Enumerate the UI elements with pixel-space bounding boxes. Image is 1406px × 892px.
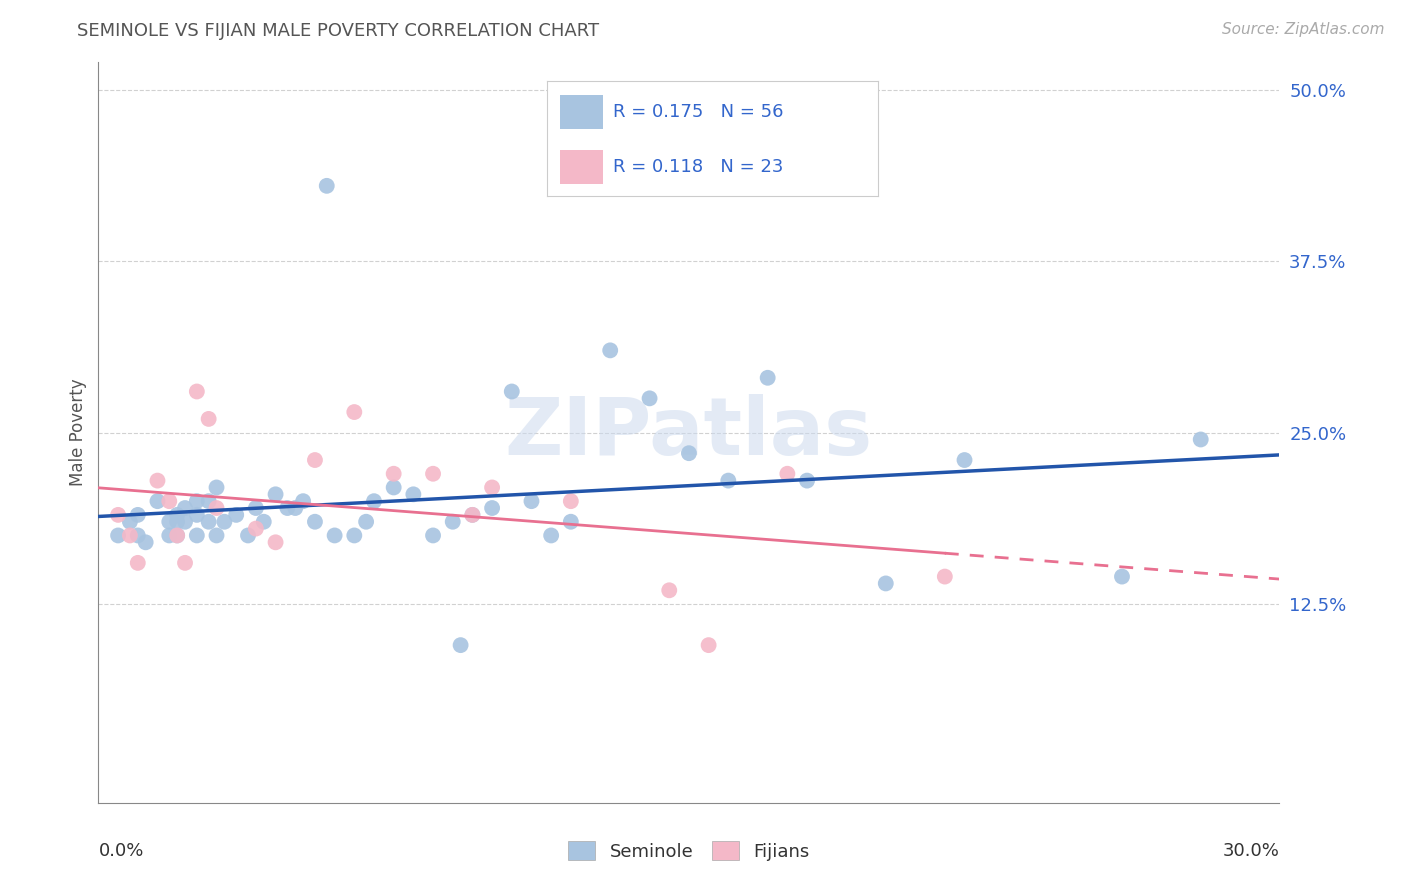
Point <box>127 508 149 522</box>
Point <box>638 392 661 406</box>
Point <box>520 494 543 508</box>
Point <box>934 569 956 583</box>
Point <box>1189 433 1212 447</box>
Point <box>402 487 425 501</box>
Point <box>214 515 236 529</box>
Point <box>197 494 219 508</box>
Point <box>157 494 180 508</box>
Point <box>245 522 267 536</box>
Point <box>186 384 208 399</box>
Point <box>756 371 779 385</box>
Point <box>236 528 259 542</box>
Point <box>157 528 180 542</box>
Point <box>276 501 298 516</box>
Point <box>323 528 346 542</box>
Point <box>186 494 208 508</box>
Point <box>118 515 141 529</box>
Point <box>776 467 799 481</box>
Point <box>292 494 315 508</box>
Text: 0.0%: 0.0% <box>98 842 143 860</box>
Point <box>157 515 180 529</box>
Point <box>875 576 897 591</box>
Point <box>174 501 197 516</box>
Point <box>264 535 287 549</box>
Point <box>304 453 326 467</box>
Point <box>205 528 228 542</box>
Point <box>107 508 129 522</box>
Point <box>135 535 157 549</box>
Point <box>127 528 149 542</box>
Point <box>118 528 141 542</box>
Point <box>363 494 385 508</box>
Point <box>343 405 366 419</box>
Point <box>146 474 169 488</box>
Point <box>599 343 621 358</box>
Text: 30.0%: 30.0% <box>1223 842 1279 860</box>
Point <box>197 412 219 426</box>
Text: SEMINOLE VS FIJIAN MALE POVERTY CORRELATION CHART: SEMINOLE VS FIJIAN MALE POVERTY CORRELAT… <box>77 22 599 40</box>
Text: ZIPatlas: ZIPatlas <box>505 393 873 472</box>
Point <box>481 501 503 516</box>
Text: Source: ZipAtlas.com: Source: ZipAtlas.com <box>1222 22 1385 37</box>
Legend: Seminole, Fijians: Seminole, Fijians <box>561 834 817 868</box>
Point <box>540 528 562 542</box>
Point <box>253 515 276 529</box>
Point <box>560 494 582 508</box>
Point <box>796 474 818 488</box>
Point <box>461 508 484 522</box>
Point <box>422 467 444 481</box>
Point <box>501 384 523 399</box>
Point <box>107 528 129 542</box>
Point <box>422 528 444 542</box>
Point <box>186 528 208 542</box>
Y-axis label: Male Poverty: Male Poverty <box>69 379 87 486</box>
Point <box>441 515 464 529</box>
Point <box>284 501 307 516</box>
Point <box>174 556 197 570</box>
Point <box>450 638 472 652</box>
Point <box>1111 569 1133 583</box>
Point <box>658 583 681 598</box>
Point <box>225 508 247 522</box>
Point <box>127 556 149 570</box>
Point <box>166 508 188 522</box>
Point <box>146 494 169 508</box>
Point <box>186 508 208 522</box>
Point <box>197 515 219 529</box>
Point <box>461 508 484 522</box>
Point <box>264 487 287 501</box>
Point <box>382 480 405 494</box>
Point <box>354 515 377 529</box>
Point <box>315 178 337 193</box>
Point <box>717 474 740 488</box>
Point <box>205 480 228 494</box>
Point <box>481 480 503 494</box>
Point <box>560 515 582 529</box>
Point <box>382 467 405 481</box>
Point <box>697 638 720 652</box>
Point <box>245 501 267 516</box>
Point <box>343 528 366 542</box>
Point <box>174 515 197 529</box>
Point <box>166 528 188 542</box>
Point <box>166 515 188 529</box>
Point <box>166 528 188 542</box>
Point <box>205 501 228 516</box>
Point <box>678 446 700 460</box>
Point <box>953 453 976 467</box>
Point <box>304 515 326 529</box>
